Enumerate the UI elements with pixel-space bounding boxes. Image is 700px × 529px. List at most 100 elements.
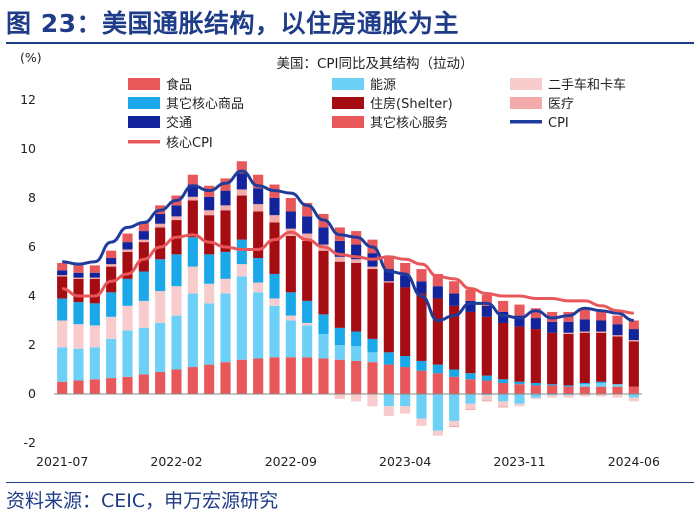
chart-svg: 美国：CPI同比及其结构（拉动） (%) -2 0 2 4 6 8 10 12 2021-07 2… [20, 50, 660, 469]
bar-segment [204, 196, 215, 211]
bar-segment [498, 382, 509, 394]
bar-segment [57, 275, 68, 277]
bar-segment [481, 316, 492, 376]
bar-segment [416, 360, 427, 371]
bar-segment [57, 298, 68, 321]
bar-segment [628, 340, 639, 342]
bar-segment [449, 369, 460, 377]
bar-segment [628, 397, 639, 402]
bar-segment [498, 300, 509, 312]
bar-segment [155, 371, 166, 394]
bar-segment [628, 329, 639, 341]
bar-segment [465, 379, 476, 394]
bar-segment [285, 315, 296, 321]
bar-segment [89, 379, 100, 394]
bar-segment [236, 239, 247, 265]
bar-segment [498, 406, 509, 408]
bar-segment [302, 322, 313, 326]
bar-segment [383, 269, 394, 282]
bar-segment [596, 394, 607, 397]
bar-segment [432, 373, 443, 394]
bar-segment [269, 357, 280, 394]
y-tick-label: 0 [28, 386, 36, 401]
legend-swatch [332, 116, 364, 128]
bar-segment [465, 289, 476, 301]
bar-segment [449, 394, 460, 421]
bar-segment [579, 332, 590, 383]
bar-segment [449, 425, 460, 428]
core-cpi-line [62, 230, 634, 315]
bar-segment [514, 315, 525, 327]
bar-segment [367, 394, 378, 407]
bar-segment [220, 251, 231, 279]
bar-segment [57, 276, 68, 299]
bar-segment [73, 278, 84, 303]
bar-segment [579, 394, 590, 397]
bar-segment [628, 341, 639, 387]
bar-segment [481, 305, 492, 317]
bar-segment [204, 303, 215, 365]
bar-segment [269, 298, 280, 306]
bar-segment [498, 401, 509, 407]
bar-segment [563, 321, 574, 333]
x-tick-label: 2023-04 [379, 454, 431, 469]
legend-swatch [128, 97, 160, 109]
bar-segment [400, 406, 411, 414]
bar-segment [334, 359, 345, 394]
bar-segment [138, 222, 149, 232]
bar-segment [57, 320, 68, 348]
bar-segment [73, 272, 84, 278]
bar-segment [596, 332, 607, 382]
bar-segment [351, 346, 362, 361]
bar-segment [334, 240, 345, 257]
bar-segment [57, 381, 68, 394]
bar-segment [481, 380, 492, 394]
y-tick-label: 2 [28, 337, 36, 352]
bar-segment [579, 331, 590, 333]
bar-segment [73, 380, 84, 394]
bar-segment [400, 394, 411, 407]
bar-segment [612, 336, 623, 385]
bar-segment [253, 292, 264, 359]
bar-segment [318, 333, 329, 359]
bar-segment [367, 352, 378, 363]
bar-segment [171, 369, 182, 394]
bar-segment [89, 278, 100, 304]
source-note: 资料来源：CEIC，申万宏源研究 [6, 490, 279, 512]
bar-segment [138, 231, 149, 240]
y-tick-label: 4 [28, 288, 36, 303]
bar-segment [220, 190, 231, 206]
bar-segment [579, 309, 590, 320]
bar-segment [400, 262, 411, 276]
bar-segment [187, 196, 198, 201]
bar-segment [89, 303, 100, 326]
bar-segment [563, 395, 574, 398]
legend-swatch [332, 97, 364, 109]
bar-segment [563, 332, 574, 334]
x-tick-label: 2022-09 [265, 454, 317, 469]
bar-segment [155, 213, 166, 224]
bar-segment [612, 394, 623, 398]
bar-segment [187, 174, 198, 185]
bar-segment [596, 331, 607, 333]
bar-segment [530, 382, 541, 386]
bar-segment [383, 282, 394, 353]
bar-segment [285, 320, 296, 358]
bar-segment [432, 430, 443, 436]
bar-segment [122, 251, 133, 279]
bar-segment [253, 211, 264, 259]
bar-segment [171, 286, 182, 316]
y-axis-unit-label: (%) [20, 50, 42, 65]
bar-segment [106, 292, 117, 317]
bar-segment [122, 330, 133, 377]
legend-line-swatch [510, 120, 542, 124]
bar-segment [171, 205, 182, 217]
legend-label: 其它核心服务 [370, 115, 448, 131]
bar-segment [416, 394, 427, 419]
bar-segment [481, 394, 492, 396]
x-tick-label: 2024-06 [608, 454, 660, 469]
bar-segment [334, 256, 345, 262]
bar-segment [563, 385, 574, 387]
bar-segment [416, 269, 427, 282]
bar-segment [285, 357, 296, 394]
